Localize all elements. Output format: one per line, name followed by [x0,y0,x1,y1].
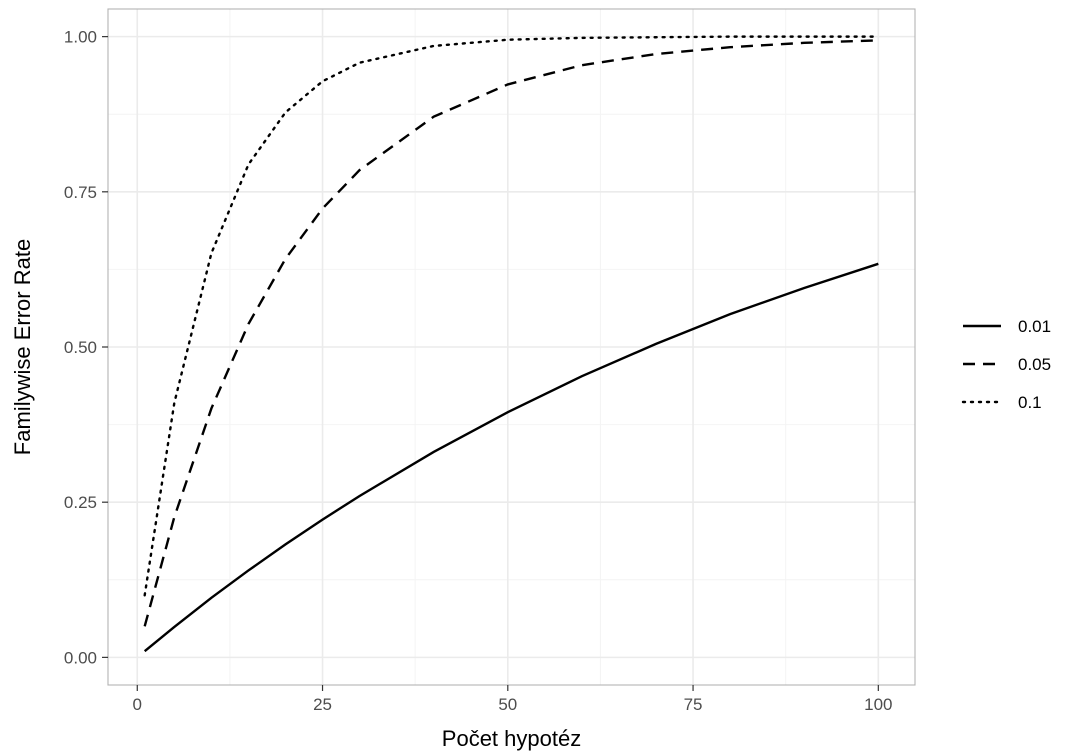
series-line-0.01 [143,262,879,653]
x-axis: 0 25 50 75 100 [133,685,893,714]
series-lines [143,35,880,653]
y-tick-label: 1.00 [64,28,97,47]
x-tick-label: 100 [864,695,892,714]
y-tick-label: 0.25 [64,493,97,512]
grid-major [108,9,915,685]
series-line-0.1 [143,35,880,597]
legend: 0.01 0.05 0.1 [961,317,1051,412]
y-axis-title: Familywise Error Rate [10,239,35,455]
x-tick-label: 25 [313,695,332,714]
x-tick-label: 0 [133,695,142,714]
x-tick-label: 75 [684,695,703,714]
grid-minor [108,9,915,685]
legend-label-0.01: 0.01 [1018,317,1051,336]
legend-label-0.1: 0.1 [1018,393,1042,412]
legend-label-0.05: 0.05 [1018,355,1051,374]
series-line-0.05 [143,39,879,627]
y-axis: 0.00 0.25 0.50 0.75 1.00 [64,28,108,667]
y-tick-label: 0.75 [64,183,97,202]
y-tick-label: 0.00 [64,648,97,667]
x-tick-label: 50 [498,695,517,714]
y-tick-label: 0.50 [64,338,97,357]
x-axis-title: Počet hypotéz [442,726,581,751]
